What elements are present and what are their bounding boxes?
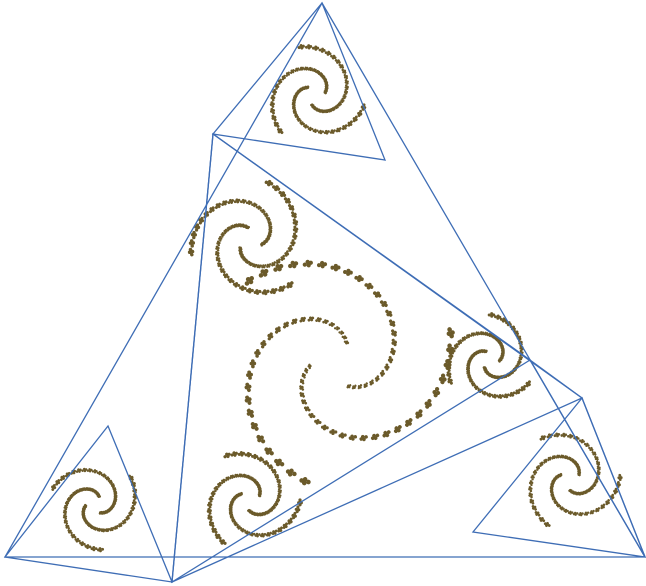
fractal-swirl-upper: [187, 179, 299, 296]
fractal-swirl-bottom-left: [51, 467, 138, 553]
right-triangle: [529, 359, 646, 558]
fractal-layer: [51, 44, 623, 553]
bottom-left-triangle: [3, 424, 174, 583]
fractal-swirl-lower: [206, 451, 303, 545]
outline-layer: [3, 1, 646, 584]
bottom-right-triangle: [471, 396, 646, 558]
inner-triangle: [171, 132, 584, 584]
fractal-swirl-top: [269, 44, 367, 135]
top-triangle: [211, 1, 387, 161]
fractal-swirl-bottom-right: [528, 432, 623, 528]
outer-triangle: [3, 1, 646, 558]
fractal-swirl-right: [445, 312, 531, 399]
